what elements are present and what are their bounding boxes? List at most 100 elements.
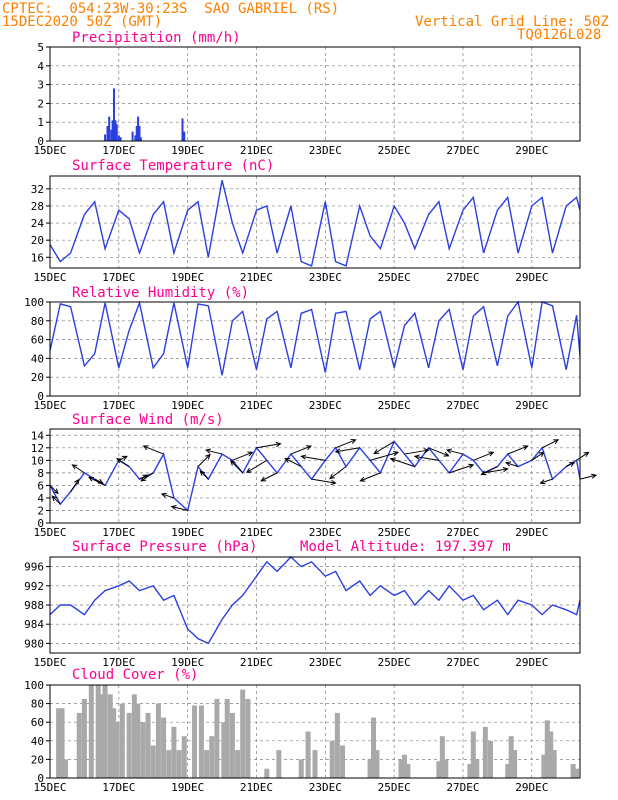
panel-3-xtick-label: 17DEC [102, 399, 135, 412]
panel-6-title: Cloud Cover (%) [72, 667, 198, 683]
wind-arrow [116, 458, 130, 468]
wind-arrow-head [393, 450, 400, 457]
precip-bar [114, 120, 117, 141]
wind-arrow [483, 468, 508, 474]
cloud-bar [181, 736, 187, 778]
wind-arrow [171, 505, 188, 511]
wind-arrow [232, 451, 253, 461]
cloud-bar [443, 759, 449, 778]
panel-2-ytick-label: 32 [31, 183, 44, 196]
wind-arrow [290, 445, 312, 455]
wind-arrow-head [170, 504, 177, 511]
panel-5-xtick-label: 21DEC [240, 656, 273, 669]
cloud-bar [88, 685, 94, 778]
panel-6-xtick-label: 15DEC [33, 781, 66, 794]
panel-3-ytick-label: 100 [24, 296, 44, 309]
wind-arrow [301, 455, 326, 461]
precip-bar [138, 125, 141, 141]
wind-arrow-head [373, 449, 380, 455]
wind-arrow [360, 472, 381, 482]
panel-2-xtick-label: 21DEC [240, 271, 273, 284]
precip-bar [131, 131, 134, 141]
wind-arrow [51, 495, 61, 505]
precip-bar [181, 118, 184, 141]
panel-3-title: Relative Humidity (%) [72, 285, 249, 301]
wind-arrow [285, 458, 302, 468]
panel-2-xtick-label: 25DEC [378, 271, 411, 284]
panel-1-xtick-label: 17DEC [102, 144, 135, 157]
wind-arrow [481, 466, 498, 476]
cloud-bar [276, 750, 282, 778]
cloud-bar [474, 759, 480, 778]
panel-4-ytick-label: 10 [31, 454, 44, 467]
panel-2-ytick-label: 16 [31, 251, 44, 264]
cloud-bar [570, 764, 576, 778]
wind-arrow-head [199, 470, 206, 477]
wind-arrow [88, 476, 106, 486]
wind-arrow-head [300, 454, 307, 460]
cloud-bar [81, 698, 87, 778]
panel-1-xtick-label: 15DEC [33, 144, 66, 157]
cloud-bar [405, 764, 411, 778]
panel-3-frame [49, 301, 581, 397]
cloud-bar [371, 717, 377, 778]
panel-4-xtick-label: 27DEC [446, 526, 479, 539]
panel-4-series-line [49, 440, 581, 512]
wind-arrow [260, 472, 278, 482]
header-grid-note: Vertical Grid Line: 50Z [415, 14, 609, 30]
panel-6-ytick-label: 80 [31, 698, 44, 711]
wind-arrow-head [569, 462, 576, 467]
panel-3-xtick-label: 19DEC [171, 399, 204, 412]
precip-bar [134, 135, 137, 141]
cloud-bar [467, 764, 473, 778]
wind-arrow-head [245, 467, 252, 473]
panel-1-xtick-label: 23DEC [309, 144, 342, 157]
wind-arrow [329, 466, 347, 480]
panel-2-ytick-label: 20 [31, 234, 44, 247]
panel-3-ytick-label: 0 [37, 390, 44, 403]
wind-arrow-head [51, 495, 58, 502]
panel-3-ytick-label: 80 [31, 315, 44, 328]
cloud-bar [59, 708, 65, 778]
wind-arrow-head [140, 476, 147, 482]
cloud-bar [176, 750, 182, 778]
panel-4-xtick-label: 19DEC [171, 526, 204, 539]
panel-4-xtick-label: 25DEC [378, 526, 411, 539]
wind-arrow [404, 449, 429, 455]
wind-arrow-head [229, 460, 236, 466]
panel-4-xtick-label: 21DEC [240, 526, 273, 539]
panel-6-ytick-label: 20 [31, 753, 44, 766]
wind-arrow [311, 478, 336, 484]
panel-3-xtick-label: 25DEC [378, 399, 411, 412]
panel-2-ytick-label: 28 [31, 200, 44, 213]
wind-arrow [256, 443, 281, 449]
cloud-bar [95, 685, 101, 778]
panel-1-xtick-label: 25DEC [378, 144, 411, 157]
cloud-bar [512, 750, 518, 778]
cloud-bar [76, 712, 82, 778]
wind-arrow-head [116, 457, 123, 464]
cloud-bar [102, 685, 108, 778]
panel-1-title: Precipitation (mm/h) [72, 30, 241, 46]
panel-4-xtick-label: 29DEC [515, 526, 548, 539]
cloud-bar [488, 740, 494, 778]
panel-1-ytick-label: 2 [37, 97, 44, 110]
wind-arrow-head [591, 473, 598, 479]
wind-arrow-head [350, 438, 357, 444]
panel-6-ytick-label: 40 [31, 735, 44, 748]
wind-arrow-head [445, 448, 452, 454]
wind-arrow-head [53, 488, 59, 495]
wind-arrow [230, 460, 244, 474]
cloud-bar [305, 731, 311, 778]
precip-bar [139, 137, 142, 141]
panel-6-xtick-label: 27DEC [446, 781, 479, 794]
panel-5-xtick-label: 27DEC [446, 656, 479, 669]
wind-arrow [161, 493, 175, 499]
wind-arrow [428, 447, 449, 457]
cloud-bar [439, 736, 445, 778]
panel-2-xtick-label: 17DEC [102, 271, 135, 284]
wind-arrow [414, 455, 439, 461]
panel-5-title: Surface Pressure (hPa) [72, 539, 257, 555]
model-altitude-label: Model Altitude: 197.397 m [300, 539, 511, 555]
panel-1-ytick-label: 1 [37, 116, 44, 129]
